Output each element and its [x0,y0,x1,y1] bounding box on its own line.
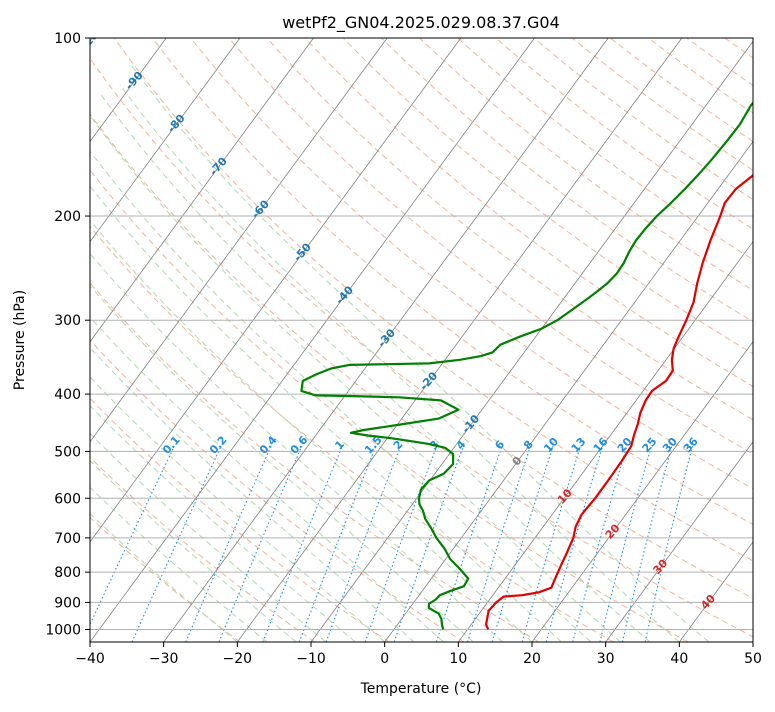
y-tick-label: 1000 [45,622,81,638]
y-tick-label: 100 [54,31,81,47]
y-tick-label: 800 [54,565,81,581]
y-tick-label: 500 [54,444,81,460]
x-tick-label: −40 [75,651,105,667]
y-tick-label: 700 [54,531,81,547]
chart-title: wetPf2_GN04.2025.029.08.37.G04 [282,13,560,33]
x-tick-label: 20 [523,651,541,667]
x-tick-label: −30 [149,651,179,667]
x-tick-label: 0 [380,651,389,667]
x-tick-label: −10 [296,651,326,667]
y-tick-label: 400 [54,387,81,403]
y-tick-label: 600 [54,491,81,507]
y-tick-label: 300 [54,313,81,329]
y-tick-label: 900 [54,595,81,611]
x-axis-label: Temperature (°C) [360,681,482,697]
y-tick-label: 200 [54,209,81,225]
x-tick-label: 30 [597,651,615,667]
x-tick-label: −20 [223,651,253,667]
y-axis-label: Pressure (hPa) [12,290,28,390]
x-tick-label: 40 [670,651,688,667]
x-tick-label: 50 [744,651,762,667]
x-tick-label: 10 [449,651,467,667]
